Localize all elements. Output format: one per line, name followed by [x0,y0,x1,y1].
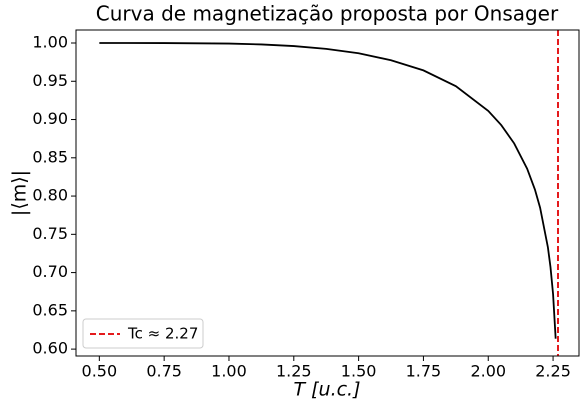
x-tick-label: 0.75 [146,362,182,381]
y-tick-label: 0.75 [32,224,68,243]
x-tick-label: 1.25 [276,362,312,381]
y-tick-label: 1.00 [32,33,68,52]
y-tick-label: 0.85 [32,147,68,166]
chart-title: Curva de magnetização proposta por Onsag… [96,2,559,26]
y-tick-label: 0.60 [32,339,68,358]
y-tick-label: 0.95 [32,71,68,90]
axes-frame [75,29,580,357]
legend-box [82,318,204,349]
x-tick-label: 0.50 [82,362,118,381]
x-tick-label: 1.50 [341,362,377,381]
y-tick-label: 0.80 [32,186,68,205]
y-tick-label: 0.70 [32,262,68,281]
x-tick-label: 2.25 [535,362,571,381]
y-axis-label: |⟨m⟩| [9,170,31,216]
x-axis-label: T [u.c.] [293,379,360,401]
legend-label: Tc ≈ 2.27 [127,325,198,343]
x-tick-label: 2.00 [470,362,506,381]
line [99,42,557,339]
x-tick-label: 1.00 [211,362,247,381]
x-tick-label: 1.75 [406,362,442,381]
y-tick-label: 0.90 [32,109,68,128]
y-tick-label: 0.65 [32,300,68,319]
